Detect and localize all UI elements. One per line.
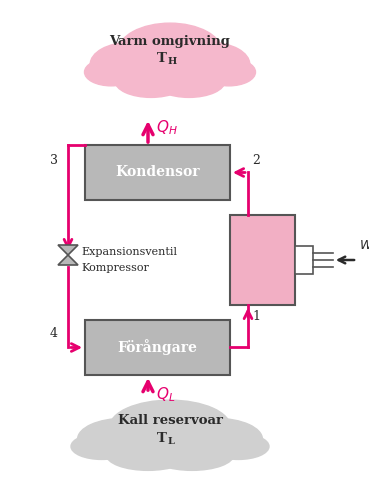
Text: $W_{in}$: $W_{in}$ (359, 239, 369, 253)
Ellipse shape (110, 400, 231, 454)
Text: 3: 3 (50, 153, 58, 167)
Text: T: T (157, 51, 167, 65)
Text: Expansionsventil: Expansionsventil (81, 247, 177, 257)
Ellipse shape (118, 23, 222, 80)
Polygon shape (58, 245, 78, 255)
Text: 2: 2 (252, 154, 260, 167)
Ellipse shape (85, 58, 138, 86)
Text: 4: 4 (50, 327, 58, 340)
Ellipse shape (150, 439, 234, 470)
Ellipse shape (153, 64, 225, 98)
FancyBboxPatch shape (230, 215, 295, 305)
Text: Kall reservoar: Kall reservoar (117, 414, 223, 426)
Ellipse shape (90, 43, 170, 86)
Text: Förångare: Förångare (118, 340, 197, 355)
Ellipse shape (115, 64, 187, 98)
Ellipse shape (207, 434, 269, 460)
Ellipse shape (202, 58, 255, 86)
Ellipse shape (170, 43, 250, 86)
FancyBboxPatch shape (85, 320, 230, 375)
Ellipse shape (170, 418, 262, 460)
Text: Varm omgivning: Varm omgivning (110, 35, 230, 49)
Text: L: L (168, 437, 175, 445)
FancyBboxPatch shape (85, 145, 230, 200)
Ellipse shape (106, 439, 190, 470)
Polygon shape (58, 255, 78, 265)
Text: 1: 1 (252, 311, 260, 323)
Text: T: T (157, 432, 167, 444)
Ellipse shape (71, 434, 132, 460)
Text: H: H (168, 56, 177, 66)
FancyBboxPatch shape (295, 246, 313, 274)
Text: $Q_L$: $Q_L$ (156, 386, 175, 404)
Text: Kompressor: Kompressor (81, 263, 149, 273)
Ellipse shape (77, 418, 170, 460)
Text: Kondensor: Kondensor (115, 166, 200, 179)
Text: $Q_H$: $Q_H$ (156, 118, 178, 137)
